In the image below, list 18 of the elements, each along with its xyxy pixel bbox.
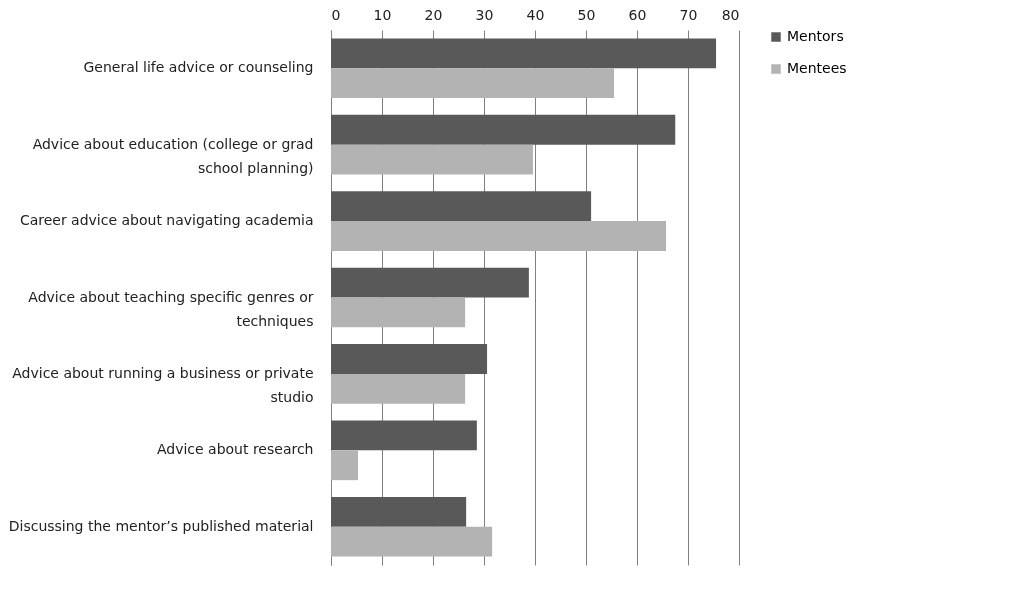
- x-tick-label: 20: [424, 6, 443, 23]
- x-tick-label: 0: [331, 6, 341, 23]
- x-tick-label: 60: [628, 6, 647, 23]
- x-tick-label: 80: [721, 6, 740, 23]
- legend-label: Mentors: [787, 28, 844, 44]
- x-tick-label: 10: [373, 6, 392, 23]
- y-tick-label: General life advice or counseling: [83, 59, 314, 76]
- x-tick-label: 70: [679, 6, 698, 23]
- x-tick-label: 40: [526, 6, 545, 23]
- y-tick-label: Advice about education (college or grad school planning): [32, 135, 314, 176]
- legend-label: Mentees: [787, 60, 847, 76]
- x-tick-label: 50: [577, 6, 596, 23]
- x-tick-label: 30: [475, 6, 494, 23]
- y-tick-label: Advice about running a business or private studio: [12, 364, 314, 405]
- y-tick-label: Discussing the mentor’s published material: [8, 517, 314, 534]
- y-tick-label: Career advice about navigating academia: [19, 212, 314, 229]
- y-tick-label: Advice about teaching specific genres or techniques: [28, 288, 314, 329]
- y-tick-label: Advice about research: [156, 441, 314, 458]
